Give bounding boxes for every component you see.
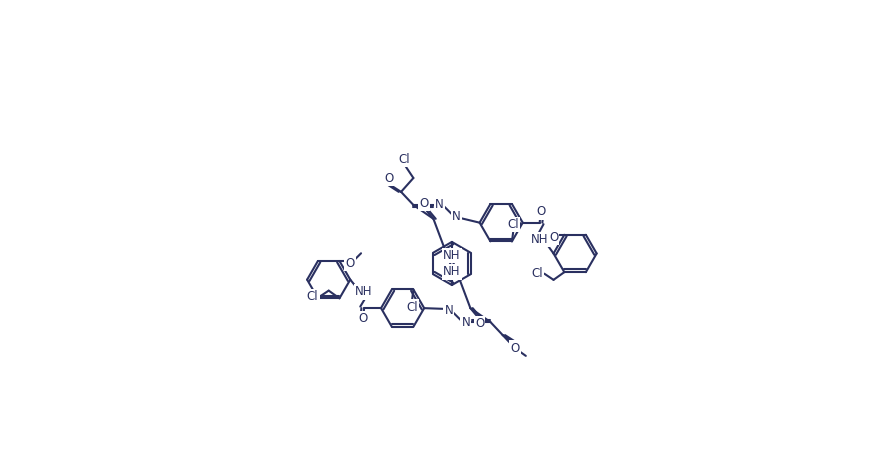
Text: N: N [461, 316, 470, 328]
Text: O: O [346, 257, 354, 270]
Text: N: N [444, 304, 453, 317]
Text: O: O [474, 317, 484, 330]
Text: NH: NH [355, 286, 372, 298]
Text: O: O [419, 197, 428, 210]
Text: NH: NH [531, 233, 548, 246]
Text: O: O [384, 171, 392, 185]
Text: O: O [358, 312, 367, 326]
Text: N: N [452, 210, 461, 223]
Text: NH: NH [443, 249, 460, 262]
Text: O: O [536, 205, 545, 218]
Text: O: O [509, 342, 519, 355]
Text: O: O [548, 230, 557, 244]
Text: Cl: Cl [307, 290, 318, 303]
Text: Cl: Cl [531, 267, 542, 280]
Text: NH: NH [443, 266, 460, 278]
Text: Cl: Cl [398, 153, 409, 166]
Text: N: N [435, 198, 444, 211]
Text: Cl: Cl [507, 218, 518, 231]
Text: Cl: Cl [406, 301, 417, 314]
